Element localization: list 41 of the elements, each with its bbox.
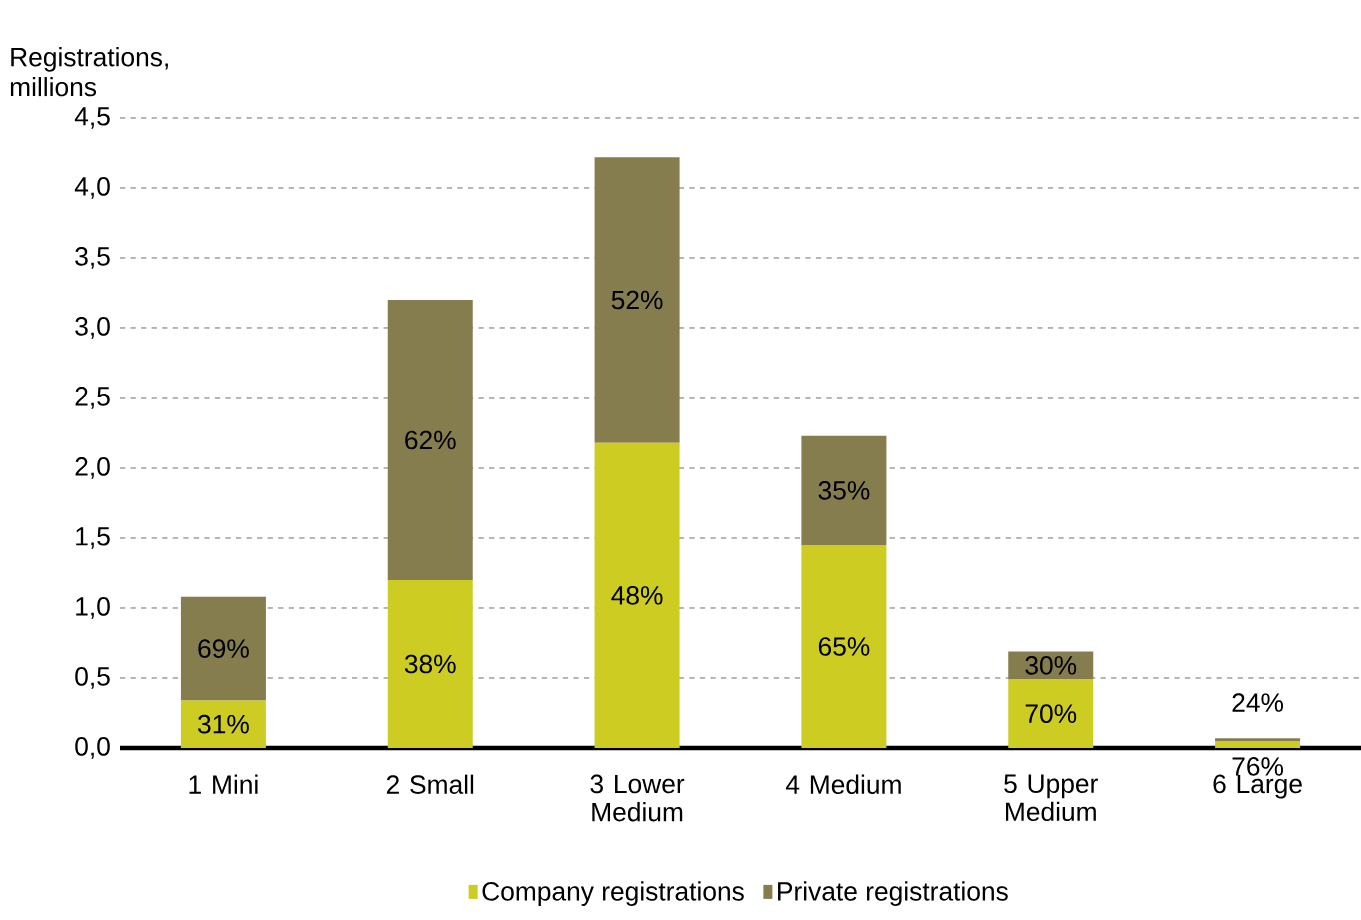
x-tick-label: 4 Medium	[785, 774, 901, 794]
bar	[594, 157, 680, 443]
bar	[801, 435, 887, 545]
y-tick-label: 3,0	[75, 317, 110, 339]
bar	[594, 442, 680, 748]
bar	[387, 579, 473, 748]
y-axis-title: Registrations, millions	[10, 47, 168, 97]
bar	[1215, 738, 1301, 741]
x-tick-label: 3 Lower Medium	[590, 774, 685, 822]
text: 76%	[1232, 757, 1284, 776]
annotation: 31%	[198, 714, 249, 734]
annotation: 65%	[818, 637, 870, 656]
y-tick-label: 0,5	[75, 667, 110, 689]
annotation: 35%	[818, 481, 870, 500]
bar	[387, 299, 473, 580]
y-tick-label: 2,0	[75, 457, 110, 479]
annotation: 62%	[405, 430, 456, 450]
bar	[1008, 679, 1094, 748]
annotation: 52%	[611, 290, 663, 310]
x-tick-label: 2 Small	[386, 774, 474, 794]
y-tick-label: 2,5	[75, 387, 110, 409]
y-tick-label: 4,5	[74, 107, 110, 129]
bar	[1215, 740, 1301, 748]
annotation: 38%	[404, 654, 456, 674]
x-tick-label: 5 Upper Medium	[1004, 774, 1098, 822]
annotation: 48%	[611, 586, 663, 605]
annotation: 69%	[198, 639, 249, 658]
bar	[180, 596, 266, 701]
y-tick-label: 3,5	[75, 247, 110, 269]
x-tick-label: 1 Mini	[189, 774, 258, 794]
y-tick-label: 4,0	[74, 177, 110, 199]
legend-label: Private registrations	[778, 881, 1008, 906]
legend-label: Company registrations	[482, 881, 744, 906]
bar	[180, 700, 266, 748]
annotation: 70%	[1025, 704, 1077, 723]
y-tick-label: 0,0	[75, 737, 110, 759]
bar	[801, 544, 887, 748]
y-tick-label: 1,5	[76, 527, 110, 549]
y-tick-label: 1,0	[76, 597, 110, 619]
annotation: 30%	[1025, 656, 1077, 675]
annotation: 24%	[1232, 693, 1284, 712]
